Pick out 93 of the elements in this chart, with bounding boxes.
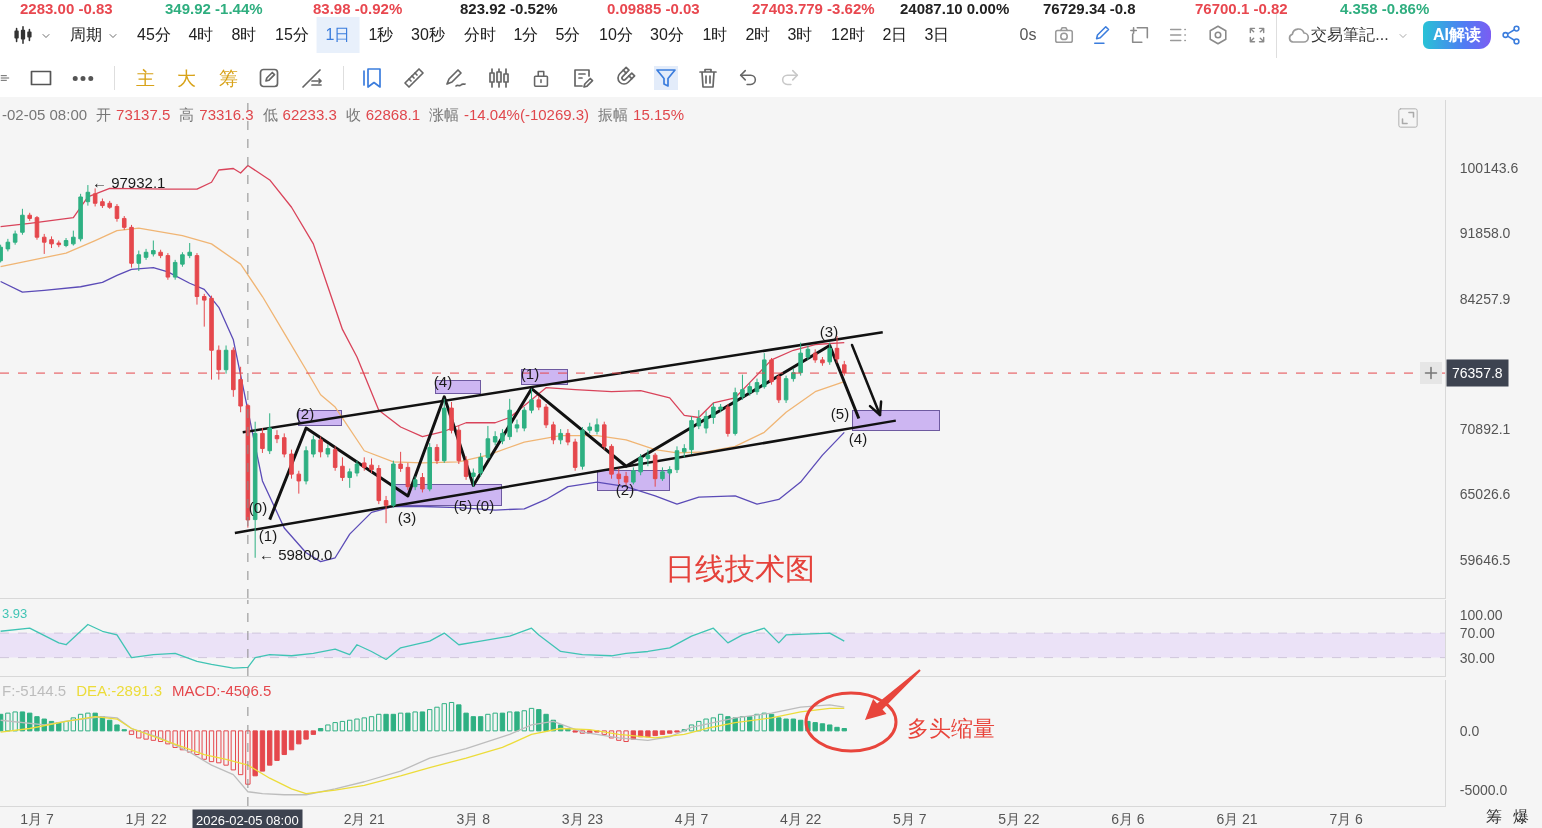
y-tick-label: 65026.6: [1459, 486, 1511, 503]
text: 2时: [745, 26, 771, 43]
text: 349.92 -1.44%: [165, 0, 263, 17]
text: 大: [176, 67, 196, 89]
text: 0s: [1019, 26, 1037, 43]
text: 12时: [831, 26, 865, 43]
text: AI解读: [1423, 21, 1491, 49]
text: 3日: [924, 26, 950, 43]
text: 爆: [1513, 808, 1529, 825]
y-tick-label: 70.00: [1459, 625, 1496, 641]
annotation: (0): [475, 496, 495, 514]
y-tick-label: 84257.9: [1459, 290, 1511, 307]
text: 日线技术图: [665, 551, 816, 585]
annotation: (2): [295, 404, 315, 422]
annotation: 多头缩量: [907, 716, 995, 741]
x-tick-label: 2月 21: [343, 810, 386, 827]
y-tick-label: 59646.5: [1459, 551, 1511, 568]
x-tick-label: 7月 6: [1329, 810, 1364, 827]
text: 交易筆記...: [1311, 26, 1389, 43]
annotation: (5): [453, 496, 473, 514]
text: 24087.10 0.00%: [900, 0, 1010, 17]
annotation: 73137.5: [116, 105, 171, 123]
annotation: (3): [819, 322, 839, 340]
text: 83.98 -0.92%: [313, 0, 403, 17]
text: 10分: [599, 26, 633, 43]
text: 823.92 -0.52%: [460, 0, 558, 17]
annotation: (3): [397, 508, 417, 526]
x-tick-label: 4月 7: [674, 810, 709, 827]
x-tick-label: 3月 23: [561, 810, 604, 827]
annotation: 振幅: [598, 105, 629, 123]
text: 76729.34 -0.8: [1043, 0, 1136, 17]
annotation: (4): [433, 372, 453, 390]
ref-line-label: 76357.8: [1452, 365, 1503, 381]
annotation: 低: [262, 105, 278, 123]
text: 4.358 -0.86%: [1340, 0, 1430, 17]
annotation: 62233.3: [282, 105, 337, 123]
text: 1日: [316, 17, 360, 53]
x-tick-label: 3月 8: [456, 810, 491, 827]
y-tick-label: 100.00: [1459, 606, 1503, 623]
annotation: (1): [520, 364, 540, 382]
x-tick-label: 6月 6: [1111, 810, 1145, 827]
ref-line-label: 2026-02-05 08:00: [196, 813, 299, 828]
annotation: DEA:-2891.3: [76, 681, 163, 699]
x-tick-label: 6月 21: [1216, 810, 1258, 827]
text: 27403.779 -3.62%: [752, 0, 875, 17]
text: 2283.00 -0.83: [20, 0, 113, 17]
y-tick-label: 100143.6: [1459, 160, 1519, 177]
text: 30秒: [411, 26, 445, 43]
y-tick-label: 91858.0: [1459, 225, 1511, 242]
annotation: 涨幅: [429, 105, 460, 123]
text: 76700.1 -0.82: [1195, 0, 1288, 17]
annotation: (4): [848, 429, 868, 447]
text: 主: [135, 67, 155, 89]
text: 0.09885 -0.03: [607, 0, 700, 17]
annotation: 3.93: [2, 606, 28, 621]
y-tick-label: 70892.1: [1459, 421, 1511, 438]
text: 1秒: [368, 26, 394, 43]
x-tick-label: 5月 7: [893, 810, 927, 827]
annotation: 73316.3: [199, 105, 254, 123]
text: 30分: [650, 26, 684, 43]
annotation: -14.04%(-10269.3): [464, 105, 590, 123]
y-tick-label: -5000.0: [1459, 781, 1508, 798]
text: 3时: [787, 26, 813, 43]
x-tick-label: 5月 22: [998, 810, 1040, 827]
y-tick-label: 0.0: [1459, 722, 1480, 739]
annotation: 开: [96, 105, 112, 123]
annotation: ← 97932.1: [92, 174, 166, 191]
text: 5分: [555, 26, 581, 43]
annotation: (1): [258, 526, 278, 544]
annotation: F:-5144.5: [2, 681, 67, 699]
text: 4时: [188, 26, 214, 43]
text: 1时: [702, 26, 728, 43]
text: 分时: [464, 26, 496, 43]
text: 8时: [231, 26, 257, 43]
text: 周期: [70, 26, 102, 43]
text: 筹: [1486, 808, 1502, 825]
annotation: 收: [345, 105, 361, 123]
x-tick-label: 4月 22: [780, 810, 822, 827]
text: 15分: [275, 26, 309, 43]
annotation: 62868.1: [365, 105, 421, 123]
y-tick-label: 30.00: [1459, 649, 1496, 666]
annotation: (2): [615, 480, 635, 498]
text: 1分: [513, 26, 539, 43]
x-tick-label: 1月 7: [20, 810, 54, 827]
text: 45分: [137, 26, 171, 43]
annotation: (5): [830, 404, 850, 422]
text: 2日: [882, 26, 908, 43]
annotation: 高: [179, 105, 195, 123]
annotation: 15.15%: [633, 105, 684, 123]
annotation: -02-05 08:00: [2, 105, 88, 123]
text: 筹: [218, 67, 238, 89]
annotation: MACD:-4506.5: [172, 681, 272, 699]
x-tick-label: 1月 22: [125, 810, 167, 827]
